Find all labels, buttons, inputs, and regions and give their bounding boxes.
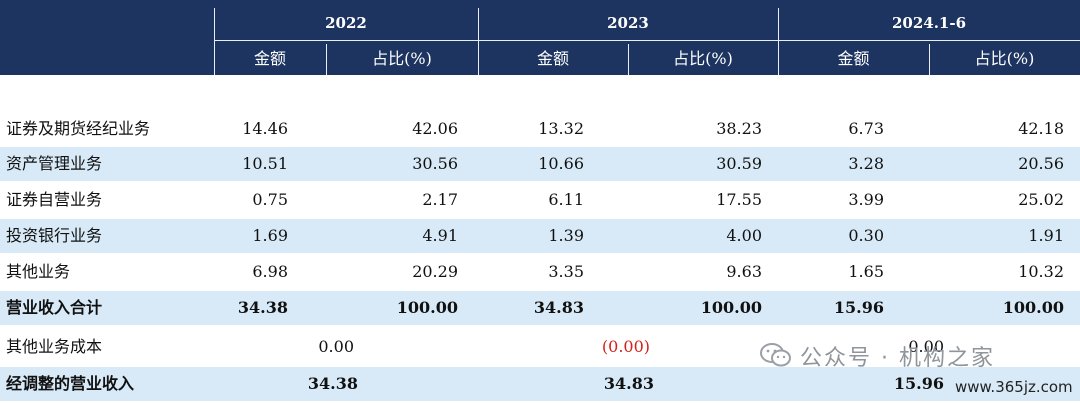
cell-value: 34.83 (533, 298, 584, 317)
watermark-site: www.365jz.com (955, 378, 1073, 396)
cell-value: 0.75 (252, 190, 288, 209)
cell-value: 3.99 (848, 190, 884, 209)
cell-value: 15.96 (893, 374, 944, 393)
cell-value: 10.32 (1018, 262, 1064, 281)
cell-value: 38.23 (716, 119, 762, 138)
cell-value: 100.00 (1002, 298, 1064, 317)
cell-value: 9.63 (726, 262, 762, 281)
header-divider (778, 8, 779, 75)
header-divider (326, 44, 327, 75)
table-row: 证券自营业务 0.75 2.17 6.11 17.55 3.99 25.02 (0, 183, 1080, 217)
cell-value: 1.69 (252, 226, 288, 245)
cell-value: 34.38 (307, 374, 358, 393)
row-label: 其他业务 (6, 262, 71, 281)
header-divider (929, 44, 930, 75)
cell-value: 42.06 (412, 119, 458, 138)
col-share-2022: 占比(%) (372, 49, 432, 68)
cell-value: 34.83 (603, 374, 654, 393)
cell-value: 6.73 (848, 119, 884, 138)
cell-value: 15.96 (833, 298, 884, 317)
table-row: 资产管理业务 10.51 30.56 10.66 30.59 3.28 20.5… (0, 147, 1080, 181)
row-label: 资产管理业务 (6, 154, 103, 173)
header-divider (214, 40, 1080, 41)
cell-value: 34.38 (237, 298, 288, 317)
cell-value: 25.02 (1018, 190, 1064, 209)
row-label: 营业收入合计 (6, 298, 103, 317)
cell-value: 10.51 (242, 154, 288, 173)
table-row-adjusted: 经调整的营业收入 34.38 34.83 15.96 (0, 367, 1080, 401)
cell-value: 13.32 (538, 119, 584, 138)
header-divider (478, 8, 479, 75)
watermark-text: 公众号 · 机构之家 (800, 346, 995, 371)
cell-value: 10.66 (538, 154, 584, 173)
watermark: 公众号 · 机构之家 (760, 338, 1060, 378)
table-header: 2022 2023 2024.1-6 金额 占比(%) 金额 占比(%) 金额 … (0, 0, 1080, 75)
header-divider (628, 44, 629, 75)
cell-value: 6.98 (252, 262, 288, 281)
row-label: 证券及期货经纪业务 (6, 119, 151, 138)
cell-value: 30.59 (716, 154, 762, 173)
cell-value: 14.46 (242, 119, 288, 138)
cell-value-negative: (0.00) (601, 337, 650, 356)
table-row-other-cost: 其他业务成本 0.00 (0.00) 0.00 (0, 330, 1080, 364)
cell-value: 0.00 (908, 337, 944, 356)
wechat-icon (760, 343, 791, 367)
cell-value: 100.00 (396, 298, 458, 317)
col-amount-2023: 金额 (536, 49, 569, 68)
cell-value: 30.56 (412, 154, 458, 173)
table-row: 其他业务 6.98 20.29 3.35 9.63 1.65 10.32 (0, 255, 1080, 289)
cell-value: 17.55 (716, 190, 762, 209)
col-amount-2024h1: 金额 (837, 49, 870, 68)
year-header-2022: 2022 (325, 14, 367, 32)
table-row: 投资银行业务 1.69 4.91 1.39 4.00 0.30 1.91 (0, 219, 1080, 253)
table-row-total: 营业收入合计 34.38 100.00 34.83 100.00 15.96 1… (0, 291, 1080, 325)
cell-value: 0.00 (318, 337, 354, 356)
row-label: 投资银行业务 (6, 226, 103, 245)
row-label: 证券自营业务 (6, 190, 103, 209)
cell-value: 3.35 (548, 262, 584, 281)
year-header-2023: 2023 (607, 14, 649, 32)
cell-value: 4.00 (726, 226, 762, 245)
table-row: 证券及期货经纪业务 14.46 42.06 13.32 38.23 6.73 4… (0, 112, 1080, 146)
cell-value: 1.39 (548, 226, 584, 245)
cell-value: 100.00 (700, 298, 762, 317)
cell-value: 2.17 (422, 190, 458, 209)
cell-value: 0.30 (848, 226, 884, 245)
header-divider (214, 8, 215, 75)
cell-value: 20.29 (412, 262, 458, 281)
cell-value: 6.11 (548, 190, 584, 209)
col-share-2024h1: 占比(%) (974, 49, 1035, 68)
year-header-2024h1: 2024.1-6 (891, 14, 967, 32)
col-share-2023: 占比(%) (673, 49, 733, 68)
cell-value: 4.91 (422, 226, 458, 245)
cell-value: 20.56 (1018, 154, 1064, 173)
cell-value: 3.28 (848, 154, 884, 173)
row-label: 其他业务成本 (6, 337, 103, 356)
cell-value: 1.91 (1028, 226, 1064, 245)
cell-value: 1.65 (848, 262, 884, 281)
col-amount-2022: 金额 (253, 49, 286, 68)
row-label: 经调整的营业收入 (6, 374, 135, 393)
cell-value: 42.18 (1018, 119, 1064, 138)
